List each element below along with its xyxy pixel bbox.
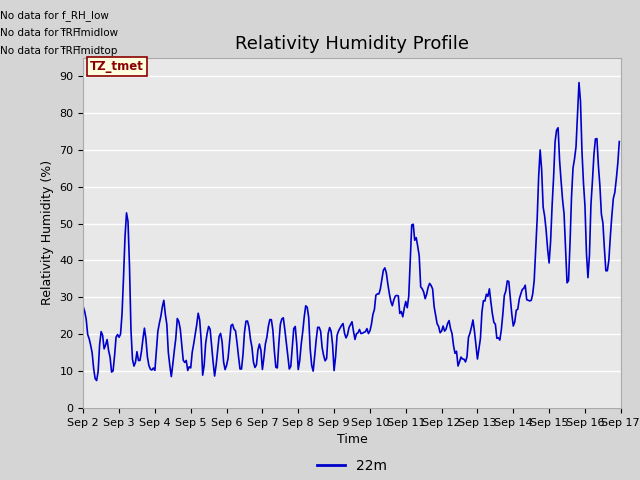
Text: TZ_tmet: TZ_tmet — [90, 60, 144, 73]
X-axis label: Time: Time — [337, 433, 367, 446]
Y-axis label: Relativity Humidity (%): Relativity Humidity (%) — [41, 160, 54, 305]
Text: No data for f̅RH̅midlow: No data for f̅RH̅midlow — [0, 28, 118, 38]
Title: Relativity Humidity Profile: Relativity Humidity Profile — [235, 35, 469, 53]
Text: No data for f_RH_low: No data for f_RH_low — [0, 10, 109, 21]
Legend: 22m: 22m — [312, 453, 392, 478]
Text: No data for f̅RH̅midtop: No data for f̅RH̅midtop — [0, 46, 117, 56]
